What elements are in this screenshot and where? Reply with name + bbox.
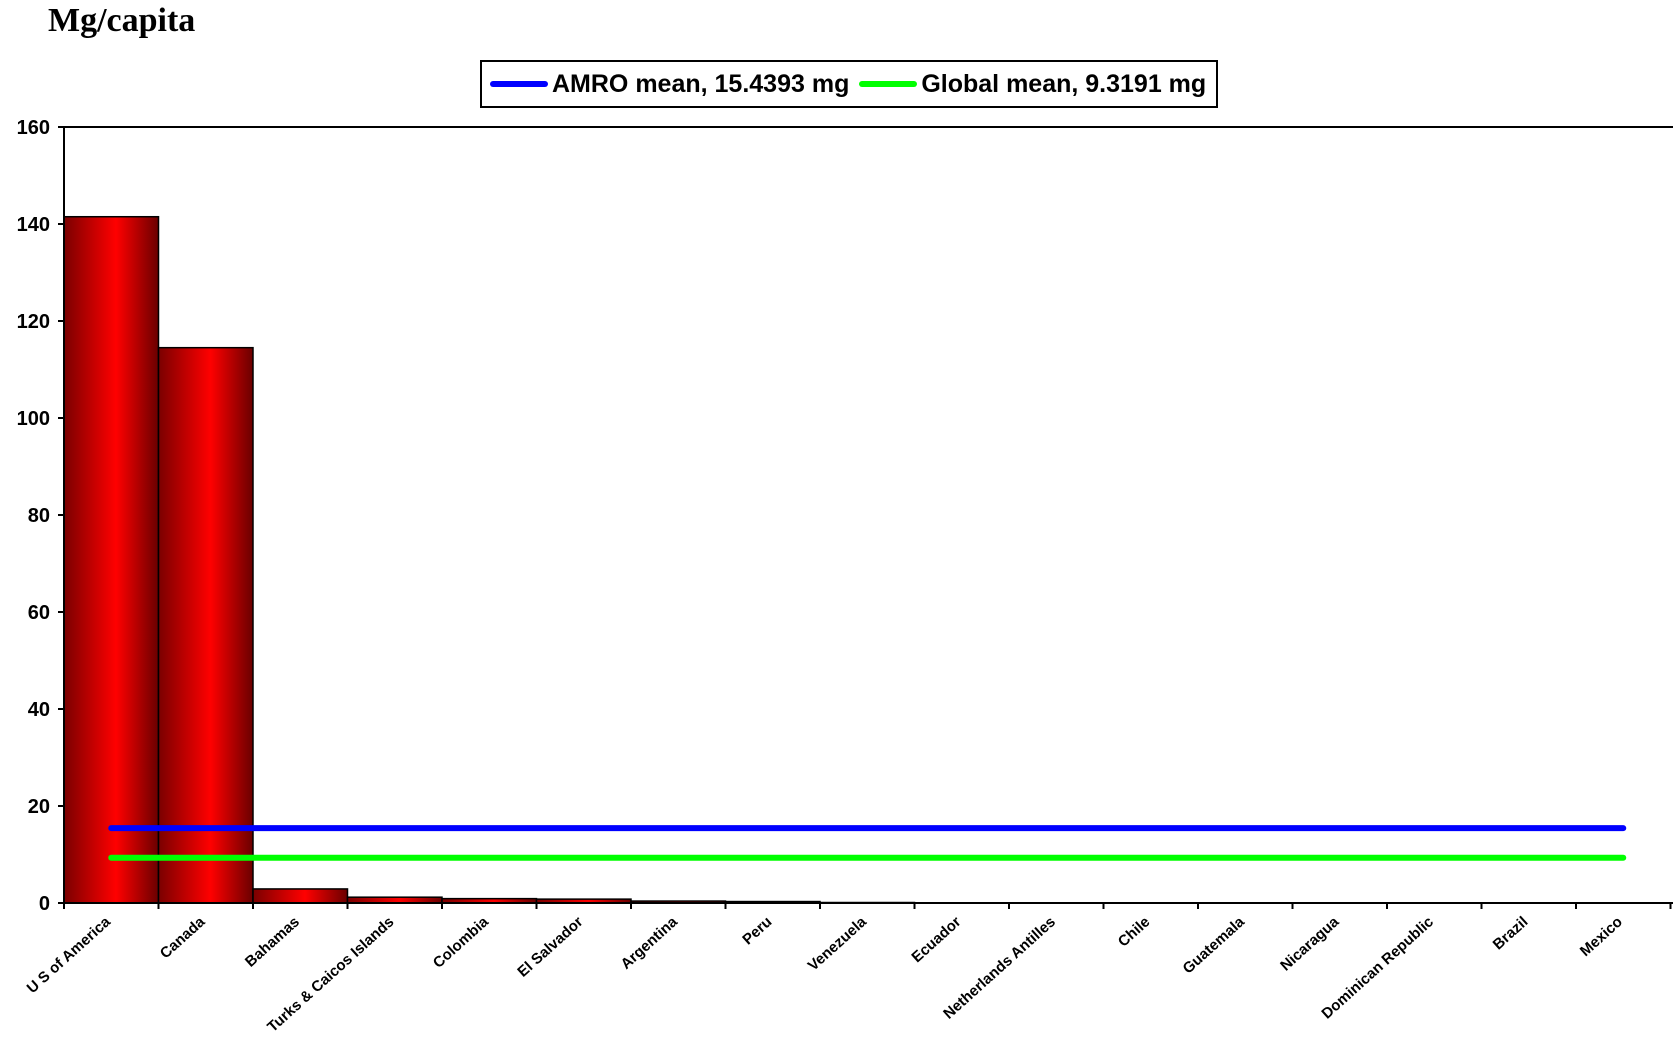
y-tick-label: 100 [17, 408, 50, 430]
x-tick-label: Nicaragua [1277, 913, 1343, 975]
legend-label-amro: AMRO mean, 15.4393 mg [552, 69, 850, 98]
legend-entry-amro: AMRO mean, 15.4393 mg [490, 70, 849, 99]
x-tick-label: U S of America [24, 913, 115, 997]
x-tick-label: Chile [1115, 913, 1154, 950]
x-tick-label: Argentina [618, 913, 682, 973]
x-tick-label: Mexico [1577, 913, 1626, 960]
y-tick-label: 60 [28, 602, 50, 624]
bar-canada [157, 346, 254, 904]
legend-swatch-amro [490, 81, 548, 87]
legend: AMRO mean, 15.4393 mg Global mean, 9.319… [480, 60, 1219, 108]
y-tick-label: 40 [28, 699, 50, 721]
bars-group [63, 215, 1672, 904]
chart-title: Mg/capita [48, 2, 196, 39]
x-tick-label: Venezuela [805, 913, 871, 975]
y-tick-label: 20 [28, 796, 50, 818]
x-tick-label: Colombia [430, 913, 493, 972]
x-tick-label: Bahamas [242, 913, 303, 970]
y-tick-label: 0 [39, 893, 50, 915]
reference-lines-group [108, 825, 1627, 861]
bar-bahamas [252, 888, 349, 904]
bar-u-s-of-america [63, 215, 160, 904]
x-tick-label: Guatemala [1180, 913, 1249, 977]
x-tick-label: Ecuador [908, 913, 964, 966]
x-tick-label: El Salvador [514, 913, 586, 980]
y-tick-label: 160 [17, 117, 50, 139]
y-tick-label: 140 [17, 214, 50, 236]
x-tick-label: Brazil [1490, 913, 1532, 953]
y-tick-label: 80 [28, 505, 50, 527]
x-tick-label: Peru [739, 913, 775, 948]
legend-entry-global: Global mean, 9.3191 mg [859, 70, 1206, 99]
legend-swatch-global [859, 81, 918, 87]
y-tick-label: 120 [17, 311, 50, 333]
x-tick-label: Canada [157, 913, 209, 962]
legend-label-global: Global mean, 9.3191 mg [921, 69, 1207, 98]
axes-group [58, 126, 1673, 909]
